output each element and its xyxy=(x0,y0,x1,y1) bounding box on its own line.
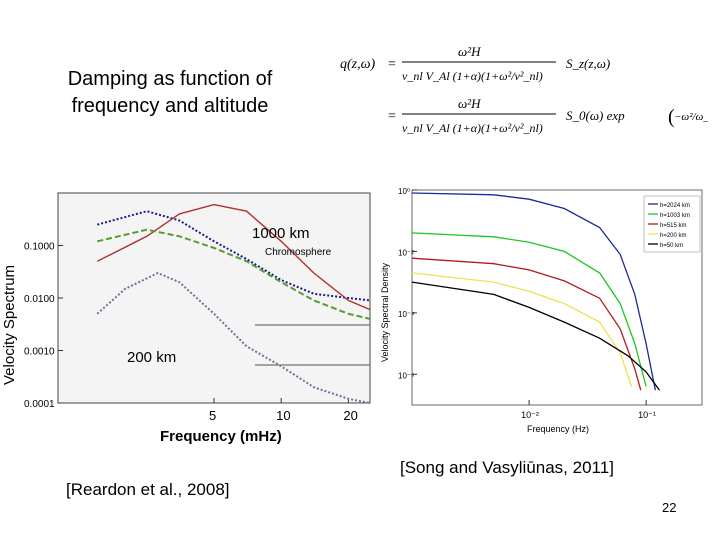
eq-paren-open: ( xyxy=(668,106,675,128)
left-y-axis-label: Velocity Spectrum xyxy=(1,265,18,385)
left-y-tick-label: 0.0100 xyxy=(24,294,55,305)
eq-denominator-2: ν_nl V_Al (1+α)(1+ω²/ν²_nl) xyxy=(402,121,543,135)
page-number: 22 xyxy=(662,500,677,515)
right-y-tick-label: 10⁻⁴ xyxy=(398,310,415,319)
velocity-spectrum-chart: 5 10 20 0.1000 0.0100 0.0010 0.0001 1000 km Ch… xyxy=(1,192,371,445)
left-y-tick-label: 0.0001 xyxy=(24,399,55,410)
right-series-line-4 xyxy=(411,272,633,387)
right-x-tick-label: 10⁻¹ xyxy=(638,410,656,420)
eq-numerator-1: ω²H xyxy=(458,44,481,59)
annotation-1000km: 1000 km xyxy=(252,225,310,242)
annotation-200km: 200 km xyxy=(127,349,176,366)
right-series-line-3 xyxy=(411,257,642,391)
left-series-line-2 xyxy=(96,203,371,311)
eq-equals-1: = xyxy=(388,57,396,72)
right-y-tick-label: 10⁻⁶ xyxy=(398,371,414,380)
right-legend-label: h=515 km xyxy=(660,223,687,229)
reference-left: [Reardon et al., 2008] xyxy=(66,480,230,499)
eq-numerator-2: ω²H xyxy=(458,96,481,111)
right-x-tick-label: 10⁻² xyxy=(521,410,539,420)
right-legend-label: h=2024 km xyxy=(660,203,690,209)
damping-equation: q(z,ω) = ω²H ν_nl V_Al (1+α)(1+ω²/ν²_nl)… xyxy=(340,44,708,135)
reference-right: [Song and Vasyliūnas, 2011] xyxy=(400,458,614,477)
velocity-spectral-density-chart: 10⁻² 10⁻¹ 10⁰ 10⁻² 10⁻⁴ 10⁻⁶ h=2024 km h=1003 … xyxy=(380,187,703,434)
eq-denominator-1: ν_nl V_Al (1+α)(1+ω²/ν²_nl) xyxy=(402,69,543,83)
left-x-tick-label: 20 xyxy=(343,408,357,423)
right-series-line-1 xyxy=(411,192,657,391)
eq-rhs-1: S_z(z,ω) xyxy=(566,56,610,71)
eq-rhs-2-prefix: S_0(ω) exp xyxy=(566,108,625,123)
eq-rhs-2-arg: −ω²/ω_1² xyxy=(674,111,708,123)
eq-lhs: q(z,ω) xyxy=(340,57,375,72)
right-series-line-2 xyxy=(411,232,647,387)
left-x-tick-label: 5 xyxy=(209,408,216,423)
left-series-line-3 xyxy=(97,228,371,320)
left-y-tick-label: 0.0010 xyxy=(24,347,55,358)
right-legend-label: h=1003 km xyxy=(660,213,690,219)
annotation-chromosphere: Chromosphere xyxy=(265,247,332,258)
slide-title-line1: Damping as function of xyxy=(67,68,273,90)
left-series-line-1 xyxy=(97,210,371,302)
right-legend-label: h=50 km xyxy=(660,243,683,249)
right-y-tick-label: 10⁰ xyxy=(398,187,410,196)
right-legend: h=2024 km h=1003 km h=515 km h=200 km h=50 k… xyxy=(643,195,701,253)
left-x-axis-label: Frequency (mHz) xyxy=(160,428,282,445)
left-y-tick-label: 0.1000 xyxy=(24,242,55,253)
left-x-tick-label: 10 xyxy=(276,408,290,423)
right-y-tick-label: 10⁻² xyxy=(398,248,414,257)
right-x-axis-label: Frequency (Hz) xyxy=(527,424,589,434)
slide-title: Damping as function of frequency and alt… xyxy=(20,66,320,120)
left-plot-area xyxy=(57,192,371,404)
right-series-line-5 xyxy=(411,281,661,391)
right-y-axis-label: Velocity Spectral Density xyxy=(380,262,390,362)
right-legend-label: h=200 km xyxy=(660,233,687,239)
slide-title-line2: frequency and altitude xyxy=(71,95,269,117)
eq-equals-2: = xyxy=(388,109,396,124)
